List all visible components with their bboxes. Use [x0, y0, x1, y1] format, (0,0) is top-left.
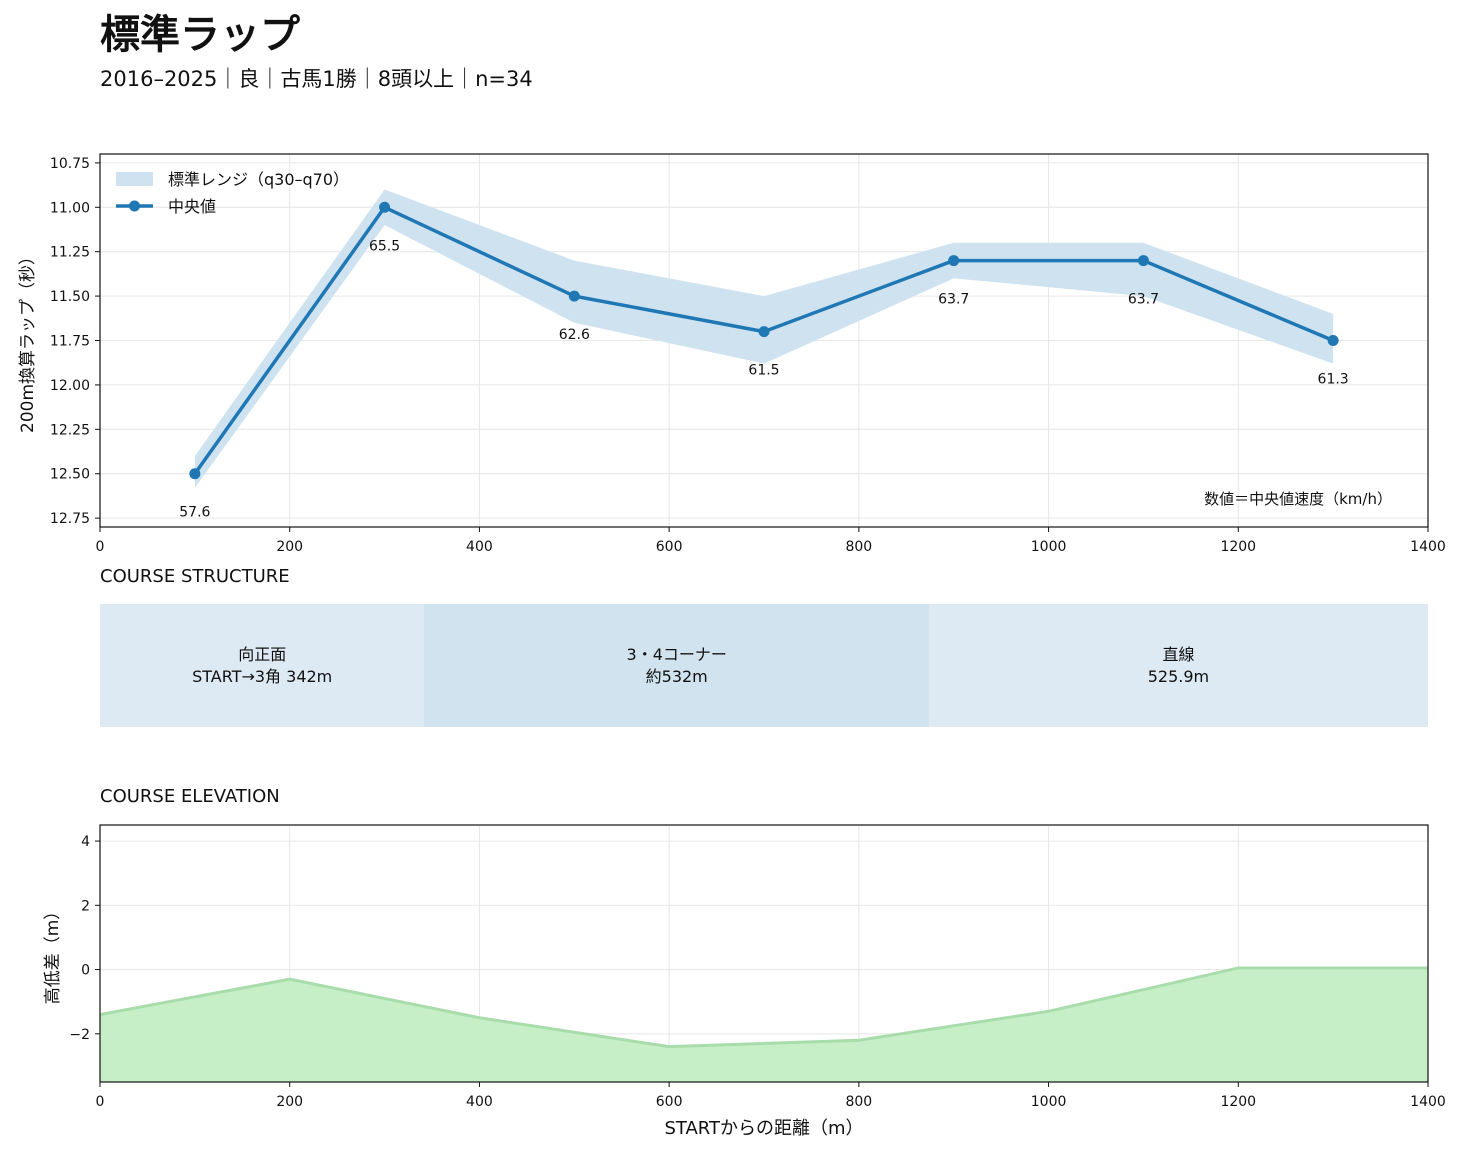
speed-label: 63.7 [1128, 292, 1159, 308]
plot-frame [99, 153, 1429, 528]
x-tick-label: 1400 [1410, 539, 1446, 555]
elevation-area [100, 967, 1428, 1082]
lap-chart: 0 200 400 600 800 1000 1200 1400 10.75 11.00 11.25… [18, 153, 1446, 555]
x-tick-label: 1200 [1220, 539, 1256, 555]
x-tick-label: 400 [466, 1094, 493, 1110]
x-tick-label: 1000 [1031, 539, 1067, 555]
median-point [568, 290, 580, 302]
y-tick-label: 12.50 [50, 467, 90, 483]
speed-annotation: 数値＝中央値速度（km/h） [1204, 490, 1392, 508]
standard-range-band [194, 189, 1334, 488]
speed-label: 57.6 [179, 505, 210, 521]
median-point [189, 468, 201, 480]
median-point [1327, 335, 1339, 346]
median-point [948, 255, 960, 267]
x-tick-label: 200 [276, 1094, 303, 1110]
x-tick-label: 800 [845, 1094, 872, 1110]
segment-detail: 525.9m [1147, 666, 1210, 686]
median-point [758, 326, 770, 338]
segment-homestretch: 直線 525.9m [929, 604, 1428, 727]
median-point [1137, 255, 1149, 267]
x-tick-label: 0 [96, 539, 105, 555]
legend-line-marker [129, 200, 140, 212]
speed-label: 65.5 [369, 238, 400, 254]
speed-label: 63.7 [938, 292, 969, 308]
x-tick-label: 800 [845, 539, 872, 555]
speed-label: 61.5 [748, 363, 779, 379]
page-subtitle: 2016–2025｜良｜古馬1勝｜8頭以上｜n=34 [100, 67, 533, 91]
y-tick-label: 4 [81, 834, 90, 850]
y-axis-label: 200m換算ラップ（秒） [18, 248, 38, 433]
course-elevation-title: COURSE ELEVATION [100, 786, 280, 807]
x-axis-label: STARTからの距離（m） [664, 1118, 863, 1139]
segment-name: 向正面 [238, 644, 287, 664]
course-structure-bar: 向正面 START→3角 342m 3・4コーナー 約532m 直線 525.9m [100, 604, 1428, 727]
segment-name: 直線 [1162, 644, 1195, 664]
y-tick-label: 2 [81, 898, 90, 914]
x-tick-label: 1200 [1220, 1094, 1256, 1110]
speed-label: 61.3 [1318, 372, 1349, 388]
legend-line-label: 中央値 [168, 197, 216, 216]
y-tick-label: −2 [69, 1027, 90, 1043]
y-tick-label: 11.25 [50, 245, 90, 261]
y-tick-label: 11.00 [50, 200, 90, 216]
y-tick-label: 0 [81, 963, 90, 979]
y-tick-label: 12.75 [50, 511, 90, 527]
y-tick-label: 12.00 [50, 378, 90, 394]
legend-band-swatch [116, 172, 153, 186]
y-tick-label: 11.75 [50, 334, 90, 350]
segment-corners: 3・4コーナー 約532m [424, 604, 930, 727]
segment-backstretch: 向正面 START→3角 342m [100, 604, 425, 727]
elevation-line [99, 966, 1428, 1049]
y-tick-label: 12.25 [50, 422, 90, 438]
course-structure-title: COURSE STRUCTURE [100, 566, 290, 587]
x-tick-label: 200 [276, 539, 303, 555]
segment-detail: START→3角 342m [192, 666, 333, 686]
page-title: 標準ラップ [100, 12, 300, 58]
x-tick-label: 400 [466, 539, 493, 555]
x-tick-label: 600 [656, 1094, 683, 1110]
plot-frame [99, 824, 1429, 1083]
legend-band-label: 標準レンジ（q30–q70） [168, 170, 349, 189]
y-tick-label: 11.50 [50, 289, 90, 305]
y-axis-label: 高低差（m） [43, 903, 63, 1005]
x-tick-label: 600 [656, 539, 683, 555]
y-tick-label: 10.75 [50, 156, 90, 172]
speed-label: 62.6 [559, 327, 590, 343]
x-tick-label: 1000 [1031, 1094, 1067, 1110]
segment-detail: 約532m [645, 666, 708, 686]
segment-name: 3・4コーナー [626, 644, 727, 664]
median-point [379, 201, 391, 213]
x-tick-label: 0 [96, 1094, 105, 1110]
x-tick-label: 1400 [1410, 1094, 1446, 1110]
